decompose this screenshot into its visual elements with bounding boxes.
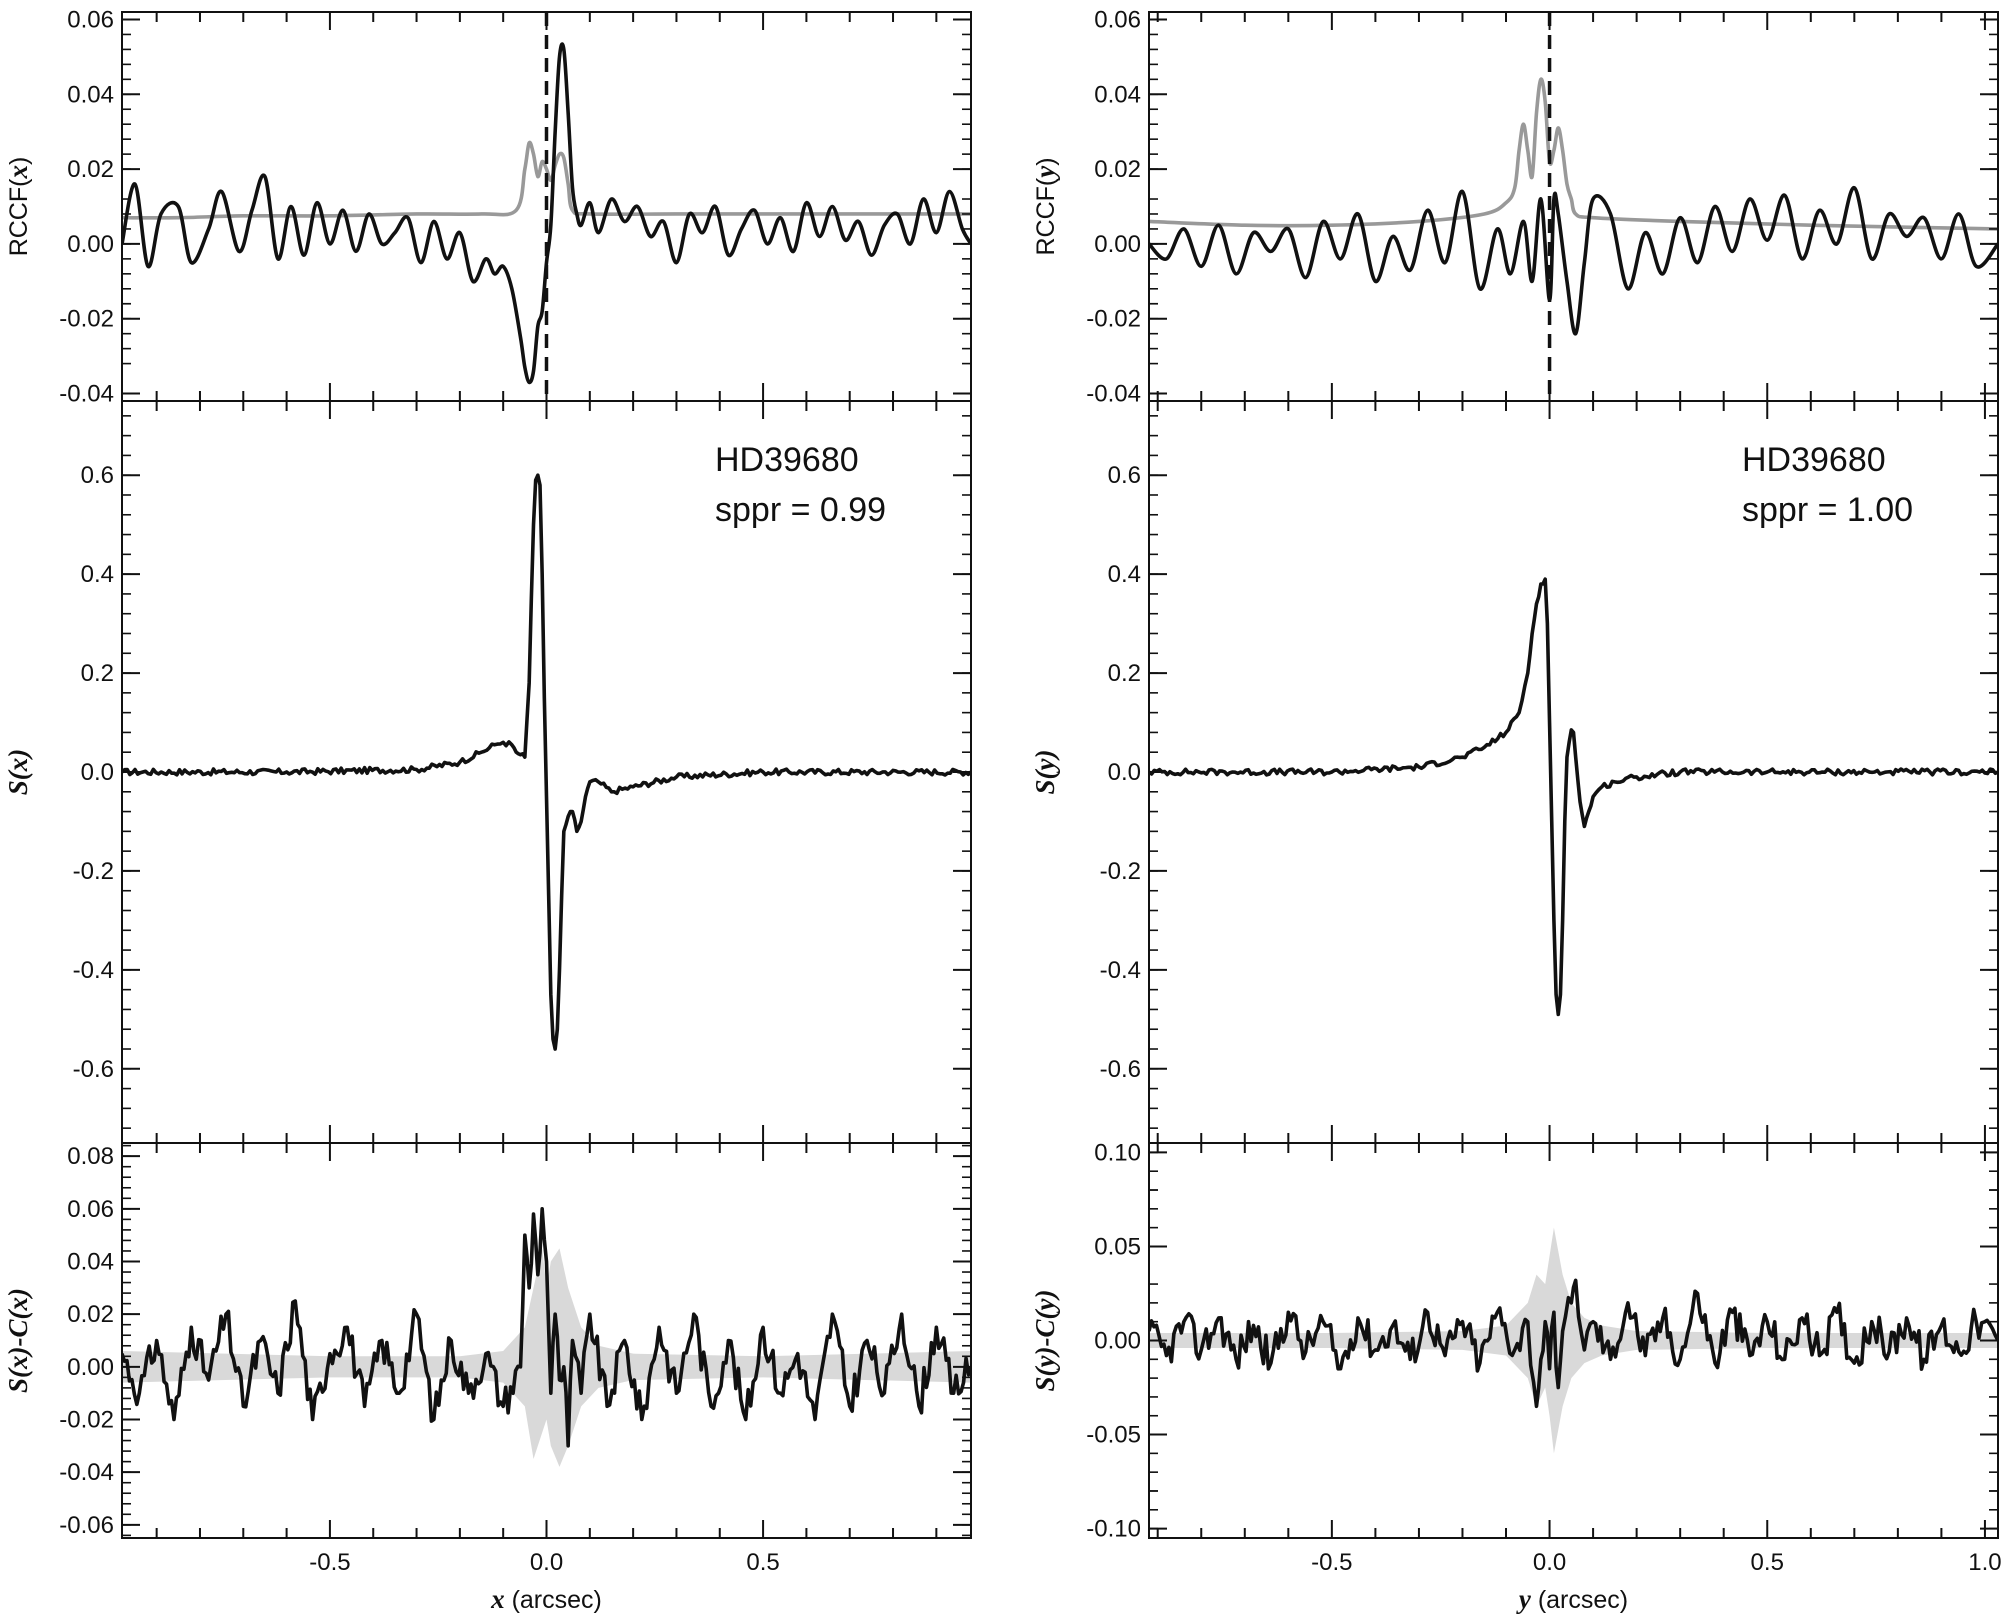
y-tick-label: -0.04 — [59, 381, 114, 408]
x-tick-label: -0.5 — [1311, 1549, 1352, 1576]
y-axis-title: RCCF(x) — [3, 157, 33, 257]
y-tick-label: -0.02 — [59, 306, 114, 333]
y-axis-title: S(y) — [1030, 750, 1060, 795]
y-tick-label: 0.00 — [67, 1354, 114, 1381]
y-tick-label: -0.06 — [59, 1512, 114, 1539]
y-tick-label: 0.04 — [67, 1249, 114, 1276]
y-tick-label: 0.0 — [81, 759, 114, 786]
subplot-rccf: 0.06 0.04 0.02 0.00 -0.02 -0.04 RCCF(x) — [3, 6, 972, 408]
subplot-res: 0.10 0.05 0.00 -0.05 -0.10 S(y)-C(y) — [1030, 1139, 1999, 1543]
y-tick-label: -0.6 — [73, 1056, 114, 1083]
y-tick-label: -0.6 — [1100, 1056, 1141, 1083]
annotation-text: sppr = 0.99 — [715, 491, 886, 529]
y-tick-label: 0.00 — [1094, 1328, 1141, 1355]
y-tick-label: 0.2 — [1108, 660, 1141, 687]
subplot-s: 0.6 0.4 0.2 0.0 -0.2 -0.4 -0.6 S(x) HD39680 sppr … — [3, 400, 972, 1144]
annotation-text: sppr = 1.00 — [1742, 491, 1913, 529]
y-tick-label: 0.4 — [81, 561, 114, 588]
y-tick-label: 0.04 — [67, 81, 114, 108]
y-tick-label: 0.00 — [1094, 231, 1141, 258]
y-tick-label: 0.06 — [67, 1196, 114, 1223]
y-tick-label: -0.02 — [59, 1407, 114, 1434]
y-tick-label: 0.4 — [1108, 561, 1141, 588]
y-tick-label: 0.04 — [1094, 81, 1141, 108]
annotation-text: HD39680 — [1742, 441, 1886, 479]
x-tick-label: 1.0 — [1968, 1549, 2001, 1576]
y-tick-label: 0.6 — [81, 462, 114, 489]
plot-area — [1149, 77, 1998, 336]
plot-area — [122, 42, 971, 385]
y-tick-label: 0.02 — [1094, 156, 1141, 183]
y-tick-label: -0.10 — [1086, 1516, 1141, 1543]
panel-left: 0.060.040.020.00-0.02-0.04RCCF(x)0.60.40… — [3, 6, 972, 1614]
y-tick-label: 0.02 — [67, 156, 114, 183]
y-axis-title: S(y)-C(y) — [1030, 1290, 1060, 1392]
y-tick-label: 0.06 — [67, 6, 114, 33]
y-tick-label: 0.6 — [1108, 462, 1141, 489]
y-axis-title: RCCF(y) — [1030, 157, 1060, 255]
y-tick-label: 0.06 — [1094, 6, 1141, 33]
panel-right: 0.060.040.020.00-0.02-0.04RCCF(y)0.60.40… — [1030, 6, 2002, 1614]
series-line-res-0 — [122, 1207, 971, 1448]
x-axis-title: y (arcsec) — [1516, 1584, 1628, 1614]
y-tick-label: -0.05 — [1086, 1422, 1141, 1449]
y-tick-label: 0.00 — [67, 231, 114, 258]
x-axis-title: x (arcsec) — [490, 1584, 602, 1614]
x-tick-label: 0.5 — [1751, 1549, 1784, 1576]
subplot-rccf: 0.06 0.04 0.02 0.00 -0.02 -0.04 RCCF(y) — [1030, 6, 1999, 408]
x-tick-label: 0.0 — [530, 1549, 563, 1576]
series-line-rccf-1 — [122, 42, 971, 385]
y-tick-label: 0.0 — [1108, 759, 1141, 786]
y-tick-label: 0.2 — [81, 660, 114, 687]
y-axis-title: S(x)-C(x) — [3, 1288, 33, 1393]
plot-area — [122, 1207, 971, 1467]
annotation-text: HD39680 — [715, 441, 859, 479]
y-tick-label: -0.4 — [1100, 957, 1141, 984]
uncertainty-band — [122, 1248, 971, 1467]
series-line-rccf-0 — [122, 140, 971, 220]
y-tick-label: 0.05 — [1094, 1233, 1141, 1260]
series-line-rccf-1 — [1149, 185, 1998, 336]
subplot-s: 0.6 0.4 0.2 0.0 -0.2 -0.4 -0.6 S(y) HD39680 sppr … — [1030, 400, 1999, 1144]
y-tick-label: 0.02 — [67, 1301, 114, 1328]
y-tick-label: -0.2 — [1100, 858, 1141, 885]
y-tick-label: -0.04 — [1086, 381, 1141, 408]
plot-area — [122, 473, 971, 1051]
x-tick-label: 0.0 — [1533, 1549, 1566, 1576]
y-axis-title: S(x) — [3, 749, 33, 796]
plot-area — [1149, 1227, 1998, 1454]
x-tick-label: -0.5 — [309, 1549, 350, 1576]
y-tick-label: -0.02 — [1086, 306, 1141, 333]
plot-area — [1149, 577, 1998, 1017]
series-line-res-0 — [1149, 1278, 1998, 1409]
uncertainty-band — [1149, 1227, 1998, 1454]
subplot-res: 0.08 0.06 0.04 0.02 0.00 -0.02 -0.04 -0.06 S(x)-… — [3, 1142, 972, 1539]
series-line-s-0 — [1149, 577, 1998, 1017]
y-tick-label: -0.4 — [73, 957, 114, 984]
series-line-rccf-0 — [1149, 77, 1998, 231]
x-tick-label: 0.5 — [746, 1549, 779, 1576]
series-line-s-0 — [122, 473, 971, 1051]
y-tick-label: -0.2 — [73, 858, 114, 885]
y-tick-label: 0.10 — [1094, 1139, 1141, 1166]
y-tick-label: 0.08 — [67, 1143, 114, 1170]
y-tick-label: -0.04 — [59, 1459, 114, 1486]
